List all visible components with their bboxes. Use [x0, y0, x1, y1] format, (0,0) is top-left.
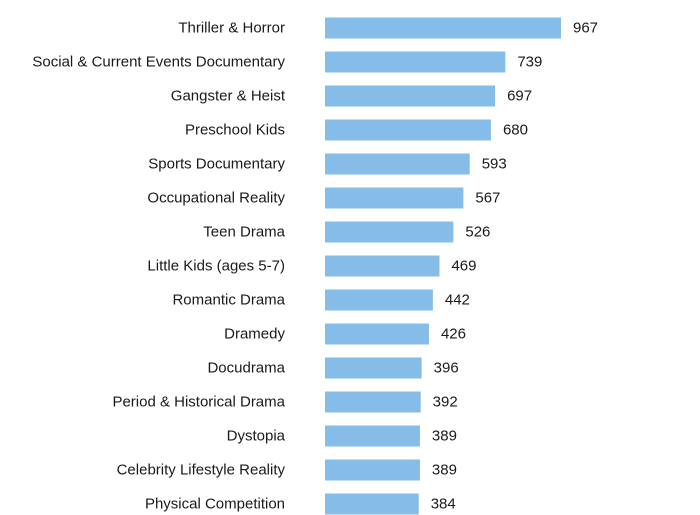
value-label-6: 526	[465, 224, 490, 241]
category-label-4: Sports Documentary	[148, 156, 285, 173]
value-label-7: 469	[451, 258, 476, 275]
category-label-5: Occupational Reality	[147, 190, 285, 207]
category-label-2: Gangster & Heist	[171, 88, 286, 105]
value-label-4: 593	[482, 156, 507, 173]
category-label-7: Little Kids (ages 5-7)	[147, 258, 285, 275]
value-label-11: 392	[433, 394, 458, 411]
value-label-8: 442	[445, 292, 470, 309]
category-label-12: Dystopia	[227, 428, 286, 445]
bar-0	[325, 17, 561, 39]
bars-layer	[325, 17, 561, 515]
value-label-3: 680	[503, 122, 528, 139]
value-label-2: 697	[507, 88, 532, 105]
bar-1	[325, 51, 506, 73]
bar-14	[325, 493, 419, 515]
value-label-10: 396	[434, 360, 459, 377]
category-label-13: Celebrity Lifestyle Reality	[117, 462, 286, 479]
bar-13	[325, 459, 420, 481]
category-labels: Thriller & Horror Social & Current Events…	[32, 20, 285, 513]
category-label-6: Teen Drama	[203, 224, 285, 241]
category-label-3: Preschool Kids	[185, 122, 285, 139]
value-label-0: 967	[573, 20, 598, 37]
value-label-13: 389	[432, 462, 457, 479]
bar-4	[325, 153, 470, 175]
category-label-10: Docudrama	[207, 360, 285, 377]
bar-3	[325, 119, 491, 141]
bar-6	[325, 221, 454, 243]
value-label-12: 389	[432, 428, 457, 445]
value-label-9: 426	[441, 326, 466, 343]
value-label-1: 739	[517, 54, 542, 71]
value-label-5: 567	[475, 190, 500, 207]
category-label-11: Period & Historical Drama	[112, 394, 285, 411]
bar-2	[325, 85, 496, 107]
category-label-1: Social & Current Events Documentary	[32, 54, 285, 71]
value-label-14: 384	[431, 496, 456, 513]
category-label-14: Physical Competition	[145, 496, 285, 513]
bar-9	[325, 323, 429, 345]
bar-12	[325, 425, 420, 447]
value-labels: 967 739 697 680 593 567 526 469 442 426 396 392 389 3…	[431, 20, 598, 513]
bar-7	[325, 255, 440, 277]
bar-10	[325, 357, 422, 379]
bar-8	[325, 289, 433, 311]
category-label-9: Dramedy	[224, 326, 285, 343]
bar-11	[325, 391, 421, 413]
category-label-8: Romantic Drama	[172, 292, 285, 309]
category-label-0: Thriller & Horror	[178, 20, 285, 37]
bar-5	[325, 187, 464, 209]
